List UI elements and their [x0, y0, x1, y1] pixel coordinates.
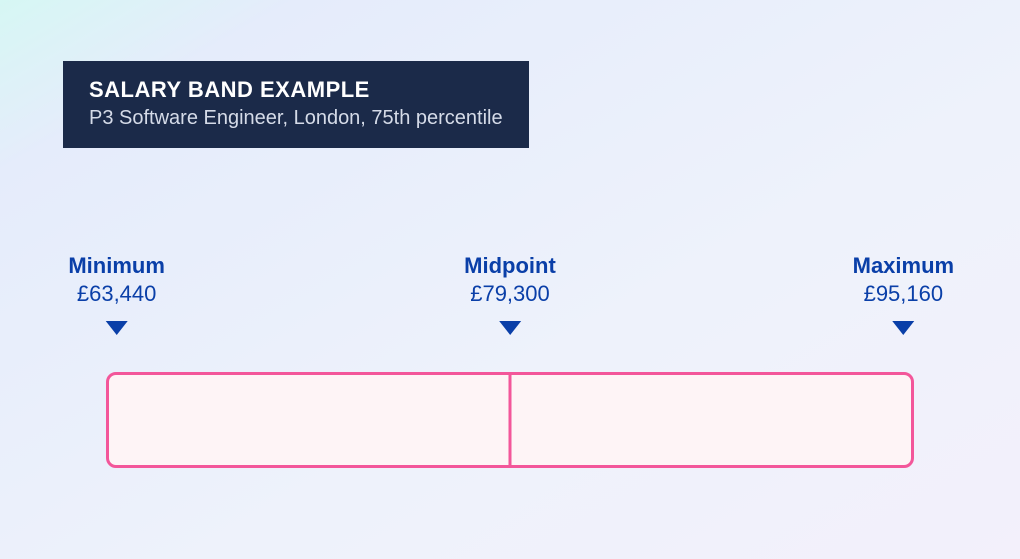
marker-maximum-value: £95,160 — [864, 281, 944, 307]
salary-band-divider — [509, 375, 512, 465]
marker-midpoint: Midpoint £79,300 — [464, 253, 556, 335]
marker-minimum-value: £63,440 — [77, 281, 157, 307]
marker-midpoint-label: Midpoint — [464, 253, 556, 279]
header-subtitle: P3 Software Engineer, London, 75th perce… — [89, 107, 503, 130]
triangle-down-icon — [499, 321, 521, 335]
marker-maximum-label: Maximum — [853, 253, 954, 279]
triangle-down-icon — [892, 321, 914, 335]
triangle-down-icon — [106, 321, 128, 335]
marker-midpoint-value: £79,300 — [470, 281, 550, 307]
marker-maximum: Maximum £95,160 — [853, 253, 954, 335]
salary-markers: Minimum £63,440 Midpoint £79,300 Maximum… — [63, 253, 957, 373]
header-title: SALARY BAND EXAMPLE — [89, 77, 503, 103]
salary-band-bar — [106, 372, 914, 468]
marker-minimum-label: Minimum — [68, 253, 165, 279]
header-box: SALARY BAND EXAMPLE P3 Software Engineer… — [63, 61, 529, 148]
marker-minimum: Minimum £63,440 — [68, 253, 165, 335]
